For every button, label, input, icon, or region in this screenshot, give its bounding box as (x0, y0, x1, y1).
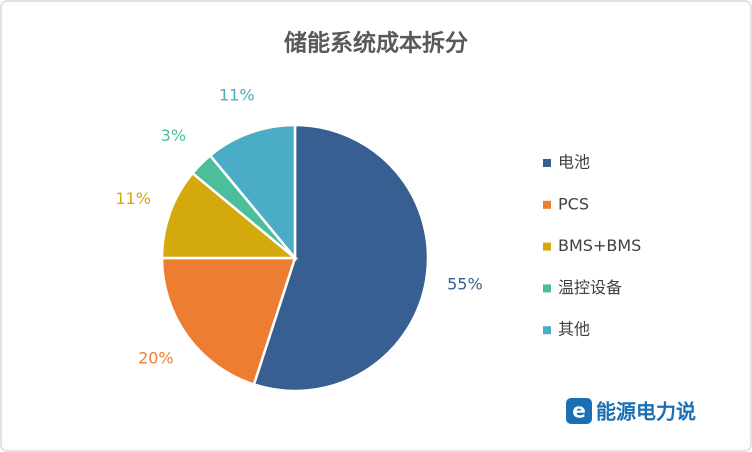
logo-letter: e (572, 399, 586, 423)
logo-icon (566, 398, 592, 424)
pie-slice (208, 123, 297, 262)
data-label: 20% (138, 349, 174, 368)
legend-label: PCS (558, 194, 589, 213)
legend-label: 其他 (558, 320, 590, 339)
legend-label: BMS+BMS (558, 236, 641, 255)
legend-label: 温控设备 (558, 278, 622, 297)
legend-swatch (543, 200, 551, 209)
legend-label: 电池 (558, 153, 590, 172)
pie-slice (160, 171, 299, 260)
data-label: 55% (447, 274, 483, 293)
chart-title: 储能系统成本拆分 (284, 30, 468, 57)
legend-swatch (543, 326, 551, 335)
legend-swatch (543, 242, 551, 251)
pie-slice (252, 123, 430, 393)
pie-slice (160, 256, 297, 387)
data-label: 11% (115, 189, 151, 208)
logo: e (566, 398, 592, 424)
watermark: 能源电力说 (596, 400, 696, 424)
legend-swatch (543, 159, 551, 167)
legend-swatch (543, 284, 551, 293)
data-label: 3% (161, 126, 186, 145)
data-label: 11% (219, 86, 255, 105)
